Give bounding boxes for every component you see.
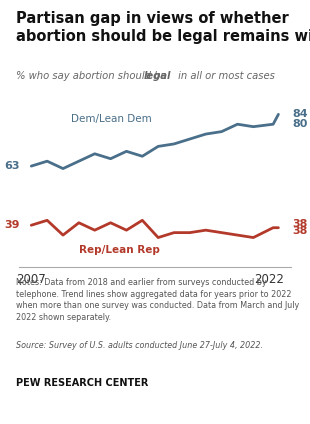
Text: PEW RESEARCH CENTER: PEW RESEARCH CENTER [16,378,148,388]
Text: % who say abortion should be ​: % who say abortion should be ​ [16,71,169,81]
Text: Rep/Lean Rep: Rep/Lean Rep [79,245,160,255]
Text: 84: 84 [292,109,308,120]
Text: legal: legal [144,71,171,81]
Text: 38: 38 [292,226,308,237]
Text: Dem/Lean Dem: Dem/Lean Dem [71,114,152,124]
Text: % who say abortion should be: % who say abortion should be [16,71,169,81]
Text: 63: 63 [4,161,20,171]
Text: Source: Survey of U.S. adults conducted June 27-July 4, 2022.: Source: Survey of U.S. adults conducted … [16,341,263,350]
Text: 39: 39 [4,220,20,230]
Text: in all or most cases: in all or most cases [175,71,274,81]
Text: Partisan gap in views of whether
abortion should be legal remains wide: Partisan gap in views of whether abortio… [16,11,310,44]
Text: Notes: Data from 2018 and earlier from surveys conducted by telephone. Trend lin: Notes: Data from 2018 and earlier from s… [16,278,299,322]
Text: 38: 38 [292,219,308,229]
Text: 80: 80 [292,119,308,129]
